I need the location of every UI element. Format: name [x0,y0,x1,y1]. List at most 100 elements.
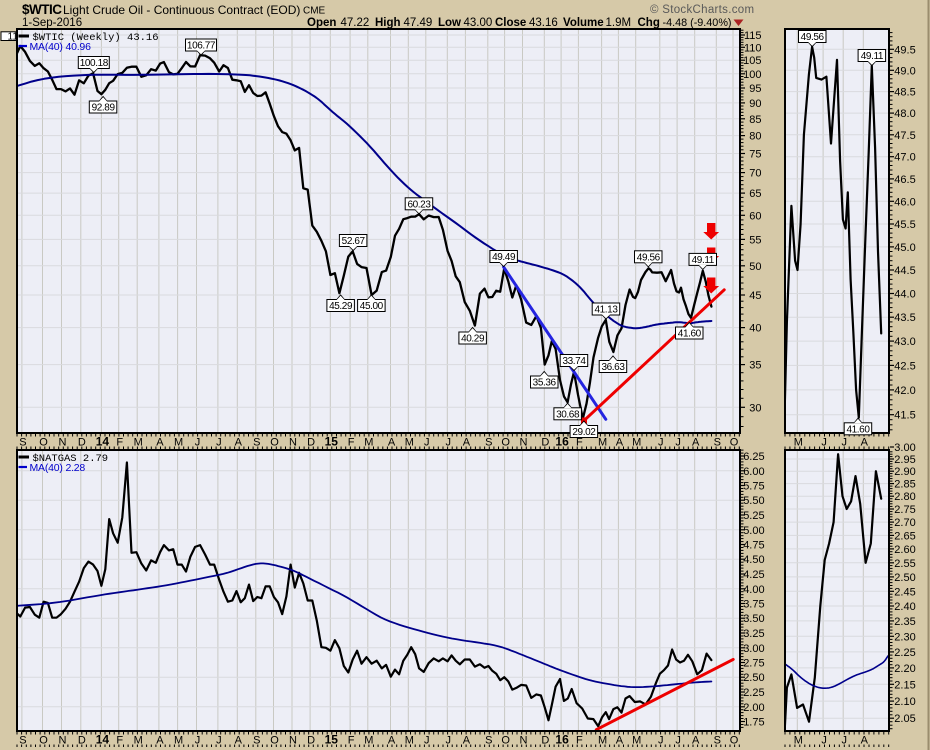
svg-text:O: O [39,437,48,449]
svg-text:J: J [841,437,847,449]
svg-text:A: A [463,735,471,747]
svg-text:J: J [675,437,681,449]
svg-text:47.22: 47.22 [341,17,370,29]
svg-text:2.65: 2.65 [894,530,915,542]
svg-text:2.90: 2.90 [894,466,915,478]
svg-text:2.10: 2.10 [894,696,915,708]
svg-text:J: J [446,735,452,747]
svg-text:47.0: 47.0 [894,152,915,164]
svg-text:F: F [348,437,355,449]
svg-text:M: M [174,735,183,747]
svg-text:D: D [78,735,86,747]
svg-text:3.75: 3.75 [743,599,764,611]
svg-text:J: J [216,437,222,449]
svg-text:30.68: 30.68 [556,409,580,420]
svg-text:49.0: 49.0 [894,65,915,77]
svg-text:42.5: 42.5 [894,360,915,372]
svg-text:2.15: 2.15 [894,679,915,691]
svg-text:A: A [861,437,869,449]
svg-text:S: S [714,437,721,449]
svg-text:3.00: 3.00 [743,643,764,655]
svg-text:2.50: 2.50 [743,672,764,684]
svg-text:J: J [446,437,452,449]
svg-text:M: M [794,735,803,747]
svg-text:J: J [658,437,664,449]
svg-text:M: M [598,437,607,449]
svg-text:48.0: 48.0 [894,108,915,120]
svg-text:80: 80 [749,131,761,143]
svg-text:O: O [501,735,510,747]
svg-text:$NATGAS 2.79: $NATGAS 2.79 [33,453,109,465]
svg-text:2.85: 2.85 [894,479,915,491]
svg-text:M: M [364,735,373,747]
svg-text:52.67: 52.67 [342,236,366,247]
svg-text:1-Sep-2016: 1-Sep-2016 [22,17,82,29]
svg-text:50: 50 [749,261,761,273]
svg-text:N: N [520,735,528,747]
svg-text:J: J [195,735,201,747]
svg-text:D: D [541,437,549,449]
svg-text:41.60: 41.60 [846,424,870,435]
svg-text:$WTIC (Weekly) 43.16: $WTIC (Weekly) 43.16 [33,32,159,44]
svg-text:49.56: 49.56 [801,32,825,43]
svg-text:A: A [616,437,624,449]
svg-text:J: J [216,735,222,747]
svg-text:M: M [134,437,143,449]
svg-text:S: S [19,735,26,747]
svg-text:D: D [78,437,86,449]
svg-text:35: 35 [749,360,761,372]
svg-text:4.00: 4.00 [743,584,764,596]
svg-text:2.25: 2.25 [894,647,915,659]
svg-text:60: 60 [749,210,761,222]
svg-text:M: M [632,735,641,747]
svg-text:36.63: 36.63 [601,362,625,373]
svg-text:44.5: 44.5 [894,265,915,277]
svg-text:N: N [520,437,528,449]
svg-text:5.50: 5.50 [743,495,764,507]
svg-text:55: 55 [749,234,761,246]
svg-text:43.0: 43.0 [894,336,915,348]
svg-text:© StockCharts.com: © StockCharts.com [650,4,754,16]
svg-text:2.00: 2.00 [743,702,764,714]
svg-text:J: J [195,437,201,449]
svg-text:4.50: 4.50 [743,554,764,566]
svg-text:J: J [821,735,827,747]
svg-text:A: A [861,735,869,747]
svg-text:110: 110 [744,42,762,54]
svg-text:2.75: 2.75 [894,504,915,516]
svg-text:43.5: 43.5 [894,312,915,324]
svg-text:M: M [405,735,414,747]
svg-text:35.36: 35.36 [533,378,557,389]
svg-text:14: 14 [96,435,110,449]
svg-text:106.77: 106.77 [187,41,216,52]
svg-text:Chg: Chg [638,17,660,29]
svg-text:14: 14 [96,733,110,747]
svg-text:N: N [59,437,67,449]
svg-text:70: 70 [749,168,761,180]
svg-text:45.5: 45.5 [894,219,915,231]
svg-text:O: O [730,735,739,747]
svg-text:43.16: 43.16 [529,17,558,29]
svg-text:45.29: 45.29 [329,301,353,312]
svg-text:J: J [675,735,681,747]
svg-text:2.25: 2.25 [743,687,764,699]
svg-text:J: J [821,437,827,449]
svg-text:4.25: 4.25 [743,569,764,581]
svg-text:-4.48 (-9.40%): -4.48 (-9.40%) [663,17,732,29]
svg-text:4.75: 4.75 [743,540,764,552]
svg-text:O: O [501,437,510,449]
svg-text:2.45: 2.45 [894,586,915,598]
svg-text:47.5: 47.5 [894,130,915,142]
svg-text:F: F [116,735,123,747]
svg-text:45: 45 [749,290,761,302]
svg-text:41.5: 41.5 [894,410,915,422]
svg-text:A: A [235,735,243,747]
svg-text:90: 90 [749,98,761,110]
svg-text:MA(40) 2.28: MA(40) 2.28 [30,462,86,474]
svg-text:O: O [39,735,48,747]
svg-text:2.20: 2.20 [894,663,915,675]
svg-text:2.50: 2.50 [894,572,915,584]
svg-text:J: J [424,437,430,449]
svg-text:15: 15 [325,733,339,747]
svg-text:92.89: 92.89 [92,103,116,114]
